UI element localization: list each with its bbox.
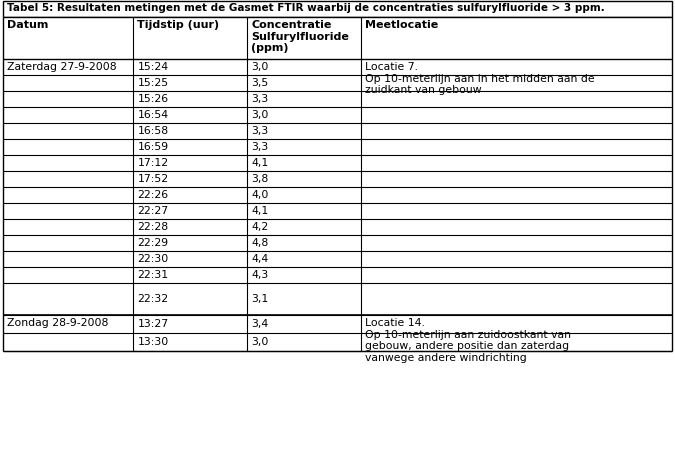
- Text: Datum: Datum: [7, 20, 49, 30]
- Text: Tijdstip (uur): Tijdstip (uur): [138, 20, 219, 30]
- Text: 22:29: 22:29: [138, 238, 169, 248]
- Text: 16:59: 16:59: [138, 142, 169, 152]
- Text: Zondag 28-9-2008: Zondag 28-9-2008: [7, 318, 109, 328]
- Text: Meetlocatie: Meetlocatie: [365, 20, 438, 30]
- Text: 3,5: 3,5: [251, 78, 269, 88]
- Text: Zaterdag 27-9-2008: Zaterdag 27-9-2008: [7, 62, 117, 72]
- Text: 4,8: 4,8: [251, 238, 269, 248]
- Text: 17:12: 17:12: [138, 158, 169, 168]
- Text: 3,3: 3,3: [251, 142, 269, 152]
- Text: 3,8: 3,8: [251, 174, 269, 184]
- Text: 15:25: 15:25: [138, 78, 169, 88]
- Text: Locatie 14.
Op 10-meterlijn aan zuidoostkant van
gebouw, andere positie dan zate: Locatie 14. Op 10-meterlijn aan zuidoost…: [365, 318, 571, 363]
- Text: 4,4: 4,4: [251, 254, 269, 264]
- Text: 22:30: 22:30: [138, 254, 169, 264]
- Text: 13:30: 13:30: [138, 337, 169, 347]
- Text: 15:24: 15:24: [138, 62, 169, 72]
- Text: 3,3: 3,3: [251, 126, 269, 136]
- Text: 13:27: 13:27: [138, 319, 169, 329]
- Text: 22:31: 22:31: [138, 270, 169, 280]
- Text: 4,0: 4,0: [251, 190, 269, 200]
- Text: 4,1: 4,1: [251, 158, 269, 168]
- Bar: [3, 17, 672, 59]
- Text: 4,3: 4,3: [251, 270, 269, 280]
- Text: 3,0: 3,0: [251, 337, 269, 347]
- Text: 15:26: 15:26: [138, 94, 169, 104]
- Text: Concentratie
Sulfurylfluoride
(ppm): Concentratie Sulfurylfluoride (ppm): [251, 20, 349, 53]
- Text: 22:32: 22:32: [138, 294, 169, 304]
- Text: 16:54: 16:54: [138, 110, 169, 120]
- Text: 4,1: 4,1: [251, 206, 269, 216]
- Text: 3,4: 3,4: [251, 319, 269, 329]
- Text: 3,1: 3,1: [251, 294, 269, 304]
- Text: 17:52: 17:52: [138, 174, 169, 184]
- Text: 22:27: 22:27: [138, 206, 169, 216]
- Text: 22:26: 22:26: [138, 190, 169, 200]
- Text: 22:28: 22:28: [138, 222, 169, 232]
- Text: 16:58: 16:58: [138, 126, 169, 136]
- Text: 3,3: 3,3: [251, 94, 269, 104]
- Text: 3,0: 3,0: [251, 62, 269, 72]
- Text: 3,0: 3,0: [251, 110, 269, 120]
- Text: Locatie 7.
Op 10-meterlijn aan in het midden aan de
zuidkant van gebouw: Locatie 7. Op 10-meterlijn aan in het mi…: [365, 62, 595, 95]
- Bar: [3, 1, 672, 17]
- Text: 4,2: 4,2: [251, 222, 269, 232]
- Text: Tabel 5: Resultaten metingen met de Gasmet FTIR waarbij de concentraties sulfury: Tabel 5: Resultaten metingen met de Gasm…: [7, 3, 605, 13]
